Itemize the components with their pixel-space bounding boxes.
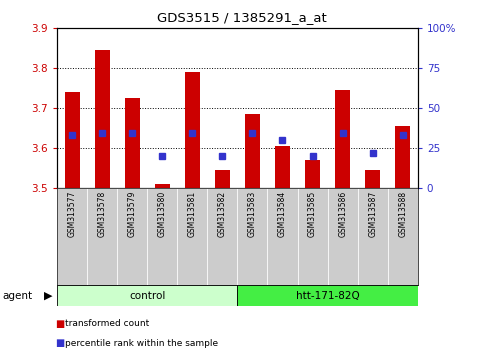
Bar (215, 170, 230, 188)
Text: GSM313584: GSM313584 (278, 190, 287, 237)
Bar (327, 188, 358, 285)
Text: control: control (129, 291, 165, 301)
Text: GDS3515 / 1385291_a_at: GDS3515 / 1385291_a_at (156, 11, 327, 24)
Bar (95, 50, 110, 188)
Bar (65, 92, 80, 188)
Text: ■: ■ (56, 338, 65, 348)
Bar (275, 146, 290, 188)
Text: percentile rank within the sample: percentile rank within the sample (65, 339, 218, 348)
Text: transformed count: transformed count (65, 319, 149, 329)
Bar (155, 184, 170, 188)
Bar (87, 188, 117, 285)
Bar (117, 188, 147, 285)
Text: ▶: ▶ (43, 291, 52, 301)
Text: GSM313586: GSM313586 (338, 190, 347, 237)
Bar (147, 188, 177, 285)
Bar (365, 170, 380, 188)
Text: GSM313585: GSM313585 (308, 190, 317, 237)
Bar (245, 114, 260, 188)
Bar (268, 188, 298, 285)
Bar (207, 188, 238, 285)
Bar (238, 285, 418, 306)
Text: ■: ■ (56, 319, 65, 329)
Text: GSM313583: GSM313583 (248, 190, 257, 237)
Text: GSM313578: GSM313578 (98, 190, 107, 237)
Bar (395, 126, 410, 188)
Bar (305, 160, 320, 188)
Text: GSM313588: GSM313588 (398, 190, 407, 237)
Bar (335, 90, 350, 188)
Bar (238, 188, 268, 285)
Text: GSM313581: GSM313581 (188, 190, 197, 237)
Bar (177, 188, 207, 285)
Bar (57, 188, 87, 285)
Text: GSM313577: GSM313577 (68, 190, 76, 237)
Bar (358, 188, 388, 285)
Bar (125, 98, 140, 188)
Bar (388, 188, 418, 285)
Bar (57, 285, 238, 306)
Text: GSM313579: GSM313579 (128, 190, 137, 237)
Bar (185, 72, 200, 188)
Bar (298, 188, 327, 285)
Text: GSM313580: GSM313580 (158, 190, 167, 237)
Text: htt-171-82Q: htt-171-82Q (296, 291, 359, 301)
Text: GSM313587: GSM313587 (368, 190, 377, 237)
Text: GSM313582: GSM313582 (218, 190, 227, 237)
Text: agent: agent (2, 291, 32, 301)
